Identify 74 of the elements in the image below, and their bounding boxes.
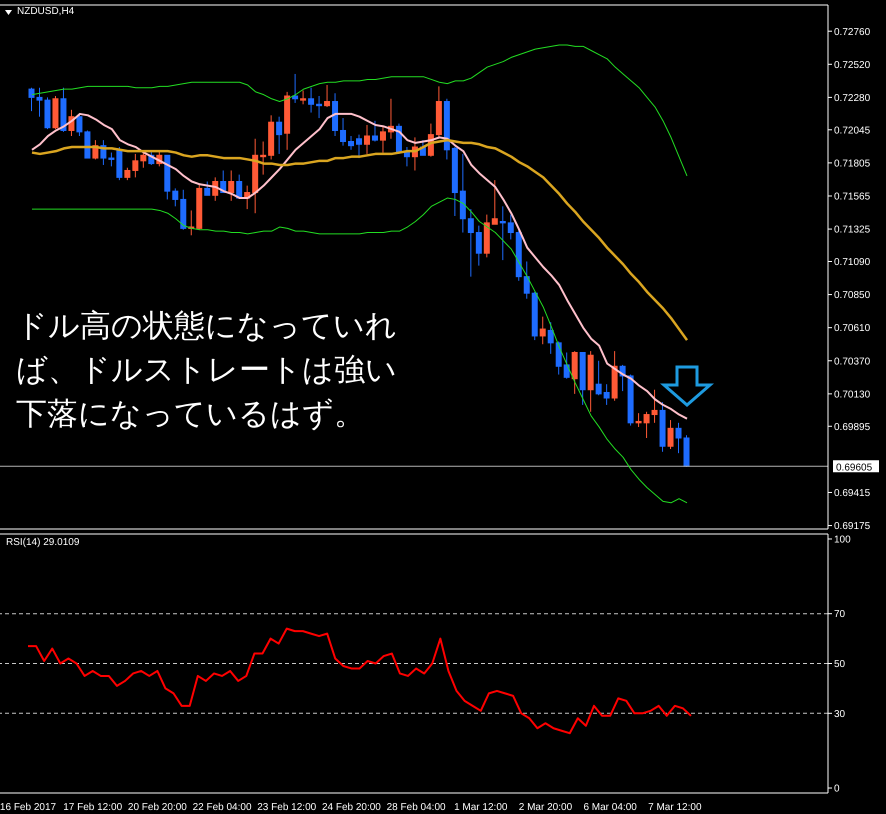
x-tick-label: 2 Mar 20:00 — [518, 802, 573, 813]
candlestick — [28, 87, 34, 112]
candlestick — [140, 152, 146, 168]
candlestick — [556, 340, 562, 376]
candlestick — [204, 181, 210, 196]
candlestick — [668, 420, 674, 450]
candlestick — [300, 90, 306, 105]
candlestick — [500, 206, 506, 261]
candlestick — [596, 360, 602, 396]
candlestick — [644, 411, 650, 438]
candlestick — [228, 170, 234, 202]
x-tick-label: 20 Feb 20:00 — [128, 802, 188, 813]
candlestick — [372, 120, 378, 142]
y-tick-label: 0.70130 — [834, 389, 871, 400]
candlestick — [132, 153, 138, 178]
y-tick-label: 0.70370 — [834, 356, 871, 368]
candlestick — [540, 316, 546, 345]
y-tick-label: 100 — [834, 534, 852, 546]
y-tick-label: 0.72280 — [834, 92, 871, 104]
candlestick — [316, 96, 322, 119]
candlestick — [172, 188, 178, 207]
candlestick — [676, 422, 682, 454]
y-tick-label: 70 — [834, 609, 846, 620]
candlestick — [340, 118, 346, 146]
candlestick — [260, 141, 266, 176]
x-tick-label: 1 Mar 12:00 — [454, 802, 508, 813]
candlestick — [492, 180, 498, 225]
y-tick-label: 0.69415 — [834, 488, 871, 500]
candlestick — [292, 73, 298, 104]
y-tick-label: 0.71325 — [834, 224, 871, 236]
x-tick-label: 7 Mar 12:00 — [648, 802, 702, 813]
y-tick-label: 0.72520 — [834, 60, 871, 71]
y-tick-label: 0.71565 — [834, 192, 871, 203]
candlestick — [564, 352, 570, 380]
y-tick-label: 0.72045 — [834, 125, 871, 136]
candlestick — [308, 87, 314, 114]
chart-title: NZDUSD,H4 — [17, 6, 74, 17]
x-tick-label: 22 Feb 04:00 — [192, 802, 252, 813]
annotation: ドル高の状態になっていれば、ドルストレートは強い下落になっているはず。 — [16, 307, 398, 434]
candlestick — [364, 124, 370, 154]
candlestick — [124, 167, 130, 181]
x-tick-label: 17 Feb 12:00 — [63, 802, 123, 813]
candlestick — [604, 384, 610, 406]
candlestick — [508, 214, 514, 240]
x-tick-label: 24 Feb 20:00 — [322, 802, 382, 813]
y-tick-label: 30 — [834, 708, 846, 720]
x-tick-label: 28 Feb 04:00 — [386, 802, 446, 813]
x-tick-label: 23 Feb 12:00 — [257, 802, 317, 813]
y-tick-label: 0.70610 — [834, 323, 871, 334]
chart-title: RSI(14) 29.0109 — [6, 537, 80, 548]
y-tick-label: 0 — [834, 784, 840, 795]
x-tick-label: 16 Feb 2017 — [0, 802, 57, 813]
y-tick-label: 0.71090 — [834, 257, 871, 268]
line-series — [27, 628, 692, 734]
y-tick-label: 0.69895 — [834, 422, 871, 433]
candlestick — [324, 84, 330, 108]
candlestick — [636, 412, 642, 428]
y-tick-label: 50 — [834, 659, 846, 670]
candlestick — [348, 136, 354, 150]
candlestick — [468, 208, 474, 278]
ref-line-label: 0.69605 — [836, 462, 873, 474]
x-tick-label: 6 Mar 04:00 — [583, 802, 638, 813]
candlestick — [652, 389, 658, 424]
candlestick — [276, 116, 282, 154]
y-tick-label: 0.72760 — [834, 26, 871, 38]
y-tick-label: 0.69175 — [834, 521, 871, 532]
candlestick — [36, 87, 42, 118]
y-tick-label: 0.70850 — [834, 290, 871, 302]
candlestick — [548, 322, 554, 354]
candlestick — [108, 152, 114, 167]
y-tick-label: 0.71805 — [834, 158, 871, 170]
candlestick — [76, 113, 82, 136]
candlestick — [476, 225, 482, 266]
candlestick — [380, 126, 386, 154]
